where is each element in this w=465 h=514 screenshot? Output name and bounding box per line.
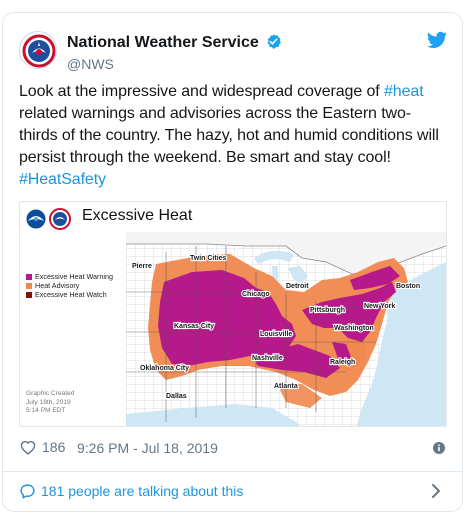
agency-logos-icon xyxy=(25,208,71,230)
map-legend: Excessive Heat Warning Heat Advisory Exc… xyxy=(26,272,113,299)
divider xyxy=(3,471,462,472)
legend-swatch xyxy=(26,282,32,289)
tweet-text-segment: related warnings and advisories across t… xyxy=(19,105,439,166)
legend-item-warning: Excessive Heat Warning xyxy=(26,272,113,281)
author-names: National Weather Service @NWS xyxy=(67,33,282,73)
city-label: Dallas xyxy=(166,393,187,400)
tweet-header: National Weather Service @NWS xyxy=(19,29,447,77)
city-label: Atlanta xyxy=(274,383,298,390)
canada-area xyxy=(126,232,446,274)
city-label: Kansas City xyxy=(174,323,214,330)
legend-label: Heat Advisory xyxy=(35,281,80,290)
created-line: 5:14 PM EDT xyxy=(26,407,66,415)
city-label: Boston xyxy=(396,283,420,290)
gulf-area xyxy=(126,404,300,426)
speech-bubble-icon xyxy=(19,483,36,503)
city-label: New York xyxy=(364,303,395,310)
display-name[interactable]: National Weather Service xyxy=(67,34,259,51)
legend-swatch xyxy=(26,273,32,280)
twitter-bird-icon[interactable] xyxy=(427,31,447,54)
media-title: Excessive Heat xyxy=(82,207,193,224)
like-button[interactable]: 186 xyxy=(19,439,65,455)
heart-outline-icon xyxy=(20,440,36,455)
verified-badge-icon xyxy=(265,33,282,55)
tweet-timestamp-link[interactable]: 9:26 PM - Jul 18, 2019 xyxy=(77,440,218,456)
city-label: Twin Cities xyxy=(190,255,227,262)
city-label: Chicago xyxy=(242,291,270,298)
tweet-card[interactable]: National Weather Service @NWS Look at th… xyxy=(2,12,463,512)
legend-item-advisory: Heat Advisory xyxy=(26,281,113,290)
created-line: Graphic Created xyxy=(26,390,75,397)
nws-logo-icon[interactable] xyxy=(19,31,57,69)
heat-map: Twin Cities Pierre Chicago Detroit Bosto… xyxy=(126,232,446,426)
city-label: Pierre xyxy=(132,263,152,270)
legend-label: Excessive Heat Warning xyxy=(35,272,114,281)
legend-swatch xyxy=(26,291,32,298)
graphic-created-note: Graphic Created July 18th, 2019 5:14 PM … xyxy=(26,390,74,416)
heat-warning-area xyxy=(158,270,296,366)
talking-count: 181 people are talking about this xyxy=(41,483,244,499)
ocean-area xyxy=(356,262,446,426)
city-label: Oklahoma City xyxy=(140,365,189,372)
city-label: Raleigh xyxy=(330,359,355,366)
created-line: July 18th, 2019 xyxy=(26,398,71,406)
legend-label: Excessive Heat Watch xyxy=(35,290,107,299)
city-label: Washington xyxy=(334,325,374,332)
tweet-meta: 186 9:26 PM - Jul 18, 2019 xyxy=(19,439,447,459)
chevron-right-icon xyxy=(431,483,441,502)
info-icon[interactable] xyxy=(433,441,445,457)
lake-huron xyxy=(288,266,308,284)
conversation-link[interactable]: 181 people are talking about this xyxy=(19,477,447,505)
city-label: Pittsburgh xyxy=(310,307,345,314)
hashtag-heat-link[interactable]: #heat xyxy=(384,83,424,100)
like-count: 186 xyxy=(42,439,66,455)
tweet-text: Look at the impressive and widespread co… xyxy=(19,81,447,191)
city-label: Louisville xyxy=(260,331,292,338)
tweet-media-image[interactable]: Excessive Heat Excessive Heat Warning He… xyxy=(19,201,447,427)
handle[interactable]: @NWS xyxy=(67,56,114,72)
city-label: Nashville xyxy=(252,355,283,362)
tweet-text-segment: Look at the impressive and widespread co… xyxy=(19,83,384,100)
lake-superior xyxy=(254,250,294,264)
legend-item-watch: Excessive Heat Watch xyxy=(26,290,113,299)
city-label: Detroit xyxy=(286,283,309,290)
hashtag-heatsafety-link[interactable]: #HeatSafety xyxy=(19,171,106,188)
